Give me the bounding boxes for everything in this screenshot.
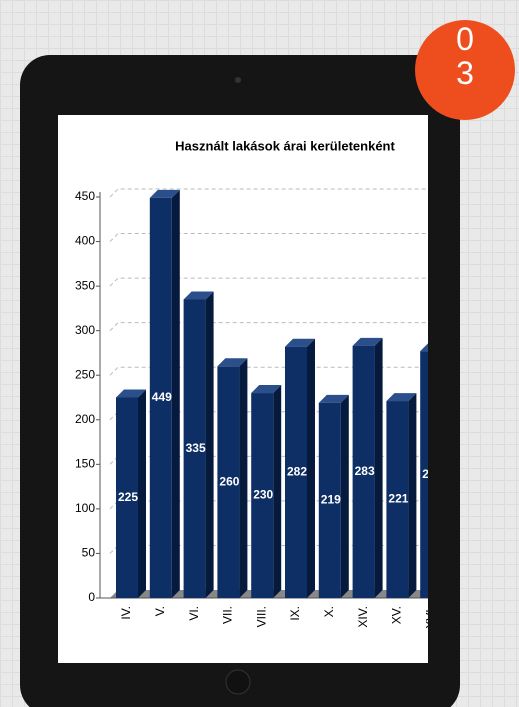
bar-side bbox=[172, 190, 180, 598]
value-label: 219 bbox=[321, 493, 341, 507]
x-tick-label: XV. bbox=[390, 606, 404, 624]
home-button[interactable] bbox=[226, 670, 250, 694]
y-tick-label: 200 bbox=[75, 412, 95, 426]
y-tick-label: 100 bbox=[75, 501, 95, 515]
value-label: 260 bbox=[219, 474, 239, 488]
value-label: 449 bbox=[152, 390, 172, 404]
value-label: 221 bbox=[388, 492, 408, 506]
bar-side bbox=[375, 338, 383, 598]
bar-side bbox=[138, 390, 146, 599]
value-label: 225 bbox=[118, 490, 138, 504]
value-label: 230 bbox=[253, 488, 273, 502]
badge: 03 bbox=[415, 20, 515, 120]
x-tick-label: IV. bbox=[119, 606, 133, 620]
y-tick-label: 450 bbox=[75, 189, 95, 203]
y-tick-label: 350 bbox=[75, 278, 95, 292]
x-tick-label: VIII. bbox=[254, 606, 268, 627]
y-tick-label: 0 bbox=[88, 590, 95, 604]
page: Használt lakások árai kerületenként 0 50 1… bbox=[0, 0, 519, 707]
y-tick-label: 400 bbox=[75, 234, 95, 248]
value-label: 282 bbox=[287, 465, 307, 479]
x-tick-label: VI. bbox=[187, 606, 201, 621]
chart-title: Használt lakások árai kerületenként bbox=[175, 138, 395, 153]
camera bbox=[235, 77, 241, 83]
value-label: 335 bbox=[186, 441, 206, 455]
x-tick-label: V. bbox=[153, 606, 167, 616]
y-tick-label: 300 bbox=[75, 323, 95, 337]
bar-side bbox=[341, 395, 349, 598]
bar-side bbox=[273, 385, 281, 598]
y-tick-label: 150 bbox=[75, 457, 95, 471]
bar-side bbox=[307, 339, 315, 598]
bar-side bbox=[206, 291, 214, 598]
x-tick-label: XIV. bbox=[356, 606, 370, 628]
y-tick-label: 250 bbox=[75, 367, 95, 381]
bar-side bbox=[408, 393, 416, 598]
x-tick-label: IX. bbox=[288, 606, 302, 621]
bar-side bbox=[239, 358, 247, 598]
x-tick-label: VII. bbox=[221, 606, 235, 624]
value-label: 283 bbox=[355, 464, 375, 478]
x-tick-label: X. bbox=[322, 606, 336, 617]
y-tick-label: 50 bbox=[82, 546, 96, 560]
